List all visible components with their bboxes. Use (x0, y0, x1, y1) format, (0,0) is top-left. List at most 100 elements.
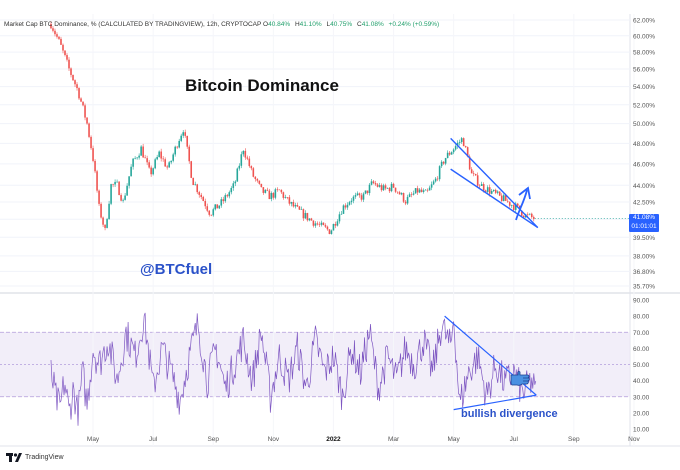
candle-body (370, 181, 373, 185)
candle-body (218, 205, 221, 209)
candle-body (90, 136, 92, 149)
candle-body (62, 44, 64, 51)
symbol-header: Market Cap BTC Dominance, % (CALCULATED … (4, 21, 440, 28)
candle-body (338, 214, 341, 222)
candle-body (292, 201, 295, 207)
candle-body (452, 149, 455, 153)
candle-body (56, 34, 58, 37)
candle-body (164, 159, 166, 167)
candle-body (106, 219, 108, 228)
candle-body (386, 187, 389, 189)
candle-body (404, 201, 407, 204)
candle-body (290, 201, 293, 204)
candle-body (76, 84, 78, 89)
candle-body (116, 181, 118, 183)
candle-body (88, 123, 90, 137)
candle-body (394, 187, 397, 192)
price-tick-label: 54.00% (633, 84, 655, 91)
candle-body (250, 166, 253, 169)
candle-body (504, 195, 507, 201)
candle-body (308, 218, 311, 221)
candle-body (262, 187, 265, 193)
candle-body (216, 204, 219, 209)
candle-body (236, 168, 239, 182)
candle-body (346, 204, 349, 208)
candle-body (74, 80, 76, 85)
candle-body (226, 195, 229, 197)
candle-body (86, 117, 88, 124)
candle-body (466, 147, 469, 157)
candle-body (200, 194, 203, 198)
candle-body (454, 146, 457, 150)
candle-body (202, 197, 205, 201)
candle-body (406, 196, 409, 204)
candle-body (314, 223, 317, 226)
candle-body (398, 192, 401, 195)
candle-body (302, 209, 305, 219)
candle-body (298, 206, 301, 210)
candle-body (304, 212, 307, 219)
candle-body (118, 181, 120, 196)
candle-body (128, 176, 130, 186)
candle-body (396, 191, 399, 193)
candle-body (220, 199, 223, 206)
chart-annotation-title: Bitcoin Dominance (185, 76, 339, 95)
time-tick-label: Jul (149, 436, 158, 443)
candle-body (84, 105, 86, 118)
candle-body (496, 191, 499, 193)
candle-body (60, 38, 62, 45)
footer-brand[interactable]: TradingView (6, 453, 64, 462)
price-tick-label: 56.00% (633, 67, 655, 74)
candle-body (332, 223, 335, 231)
candle-body (178, 140, 180, 148)
candle-body (458, 141, 461, 143)
price-tick-label: 42.50% (633, 199, 655, 206)
candle-body (260, 183, 263, 188)
candle-body (64, 50, 66, 56)
candle-body (502, 195, 505, 201)
candle-body (342, 205, 345, 214)
rsi-pane (50, 312, 537, 426)
candle-body (192, 177, 195, 186)
candle-body (516, 203, 519, 206)
change-value: +0.24% (+0.59%) (388, 21, 440, 28)
candle-body (410, 194, 413, 195)
candle-body (110, 184, 112, 204)
candle-body (514, 203, 517, 210)
candle-body (418, 189, 421, 193)
candle-body (98, 190, 100, 204)
rsi-trendline (453, 394, 537, 411)
candle-body (318, 224, 321, 226)
candle-body (256, 179, 259, 181)
candle-body (168, 162, 170, 168)
time-tick-label: Nov (628, 436, 640, 443)
price-tick-label: 38.00% (633, 253, 655, 260)
candle-body (244, 150, 247, 158)
close-value: 41.08% (361, 21, 384, 28)
price-tick-label: 58.00% (633, 50, 655, 57)
candle-body (438, 166, 441, 180)
divergence-label: bullish divergence (461, 408, 558, 420)
candle-body (480, 184, 483, 186)
price-tick-label: 44.00% (633, 183, 655, 190)
candle-body (282, 192, 285, 198)
candle-body (460, 138, 463, 142)
candle-body (350, 200, 353, 203)
symbol-name: Market Cap BTC Dominance, % (CALCULATED … (4, 21, 262, 28)
candle-body (188, 146, 191, 162)
high-value: 41.10% (299, 21, 322, 28)
candle-body (240, 154, 243, 166)
candle-body (380, 185, 383, 191)
candle-body (316, 223, 319, 225)
candle-body (170, 160, 172, 163)
price-tick-label: 35.70% (633, 284, 655, 291)
rsi-tick-label: 40.00 (633, 378, 650, 385)
candle-body (382, 185, 385, 191)
rsi-tick-label: 60.00 (633, 346, 650, 353)
candle-body (300, 209, 303, 210)
candle-body (234, 181, 237, 184)
price-tick-label: 39.50% (633, 235, 655, 242)
candle-body (276, 189, 279, 190)
candle-body (208, 210, 211, 215)
